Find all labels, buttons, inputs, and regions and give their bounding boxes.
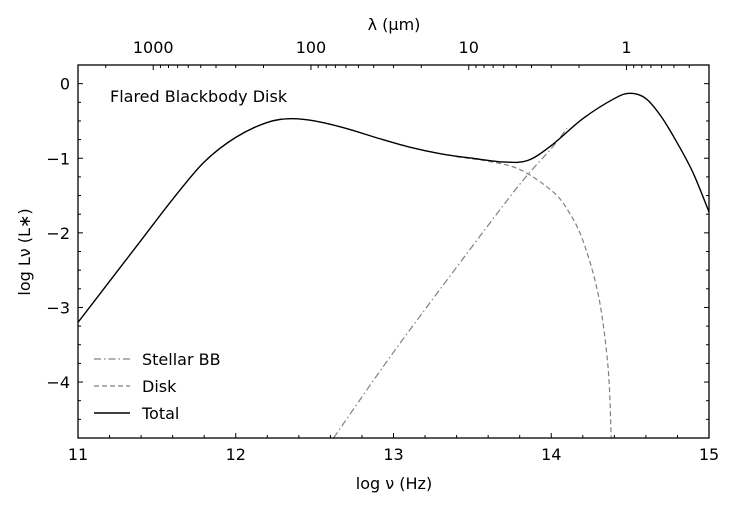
x-tick-label: 13 — [383, 445, 403, 464]
y-tick-label: −3 — [46, 298, 70, 317]
chart-annotation: Flared Blackbody Disk — [110, 87, 288, 106]
series-line-total — [78, 92, 709, 323]
x-tick-label: 11 — [68, 445, 88, 464]
y-tick-label: −2 — [46, 224, 70, 243]
x2-tick-label: 1000 — [133, 38, 174, 57]
legend-label: Total — [141, 404, 179, 423]
y-tick-label: 0 — [60, 75, 70, 94]
x-tick-label: 14 — [541, 445, 561, 464]
x-axis-title: log ν (Hz) — [356, 474, 432, 493]
x2-tick-label: 100 — [296, 38, 327, 57]
x2-axis-title: λ (μm) — [368, 15, 421, 34]
series-line-disk — [456, 156, 612, 438]
legend: Stellar BB Disk Total — [94, 350, 221, 423]
series-line-stellar-bb — [333, 128, 568, 438]
series-layer — [78, 92, 709, 438]
x2-tick-label: 10 — [459, 38, 479, 57]
ticks-layer: 11 12 13 14 15 0 −1 −2 −3 −4 1000 100 10 1 — [46, 38, 719, 464]
x-tick-label: 12 — [226, 445, 246, 464]
x-tick-label: 15 — [699, 445, 719, 464]
legend-label: Stellar BB — [142, 350, 221, 369]
y-tick-label: −1 — [46, 149, 70, 168]
legend-label: Disk — [142, 377, 177, 396]
x2-tick-label: 1 — [621, 38, 631, 57]
y-axis-title: log Lν (L∗) — [15, 208, 34, 295]
y-tick-label: −4 — [46, 373, 70, 392]
